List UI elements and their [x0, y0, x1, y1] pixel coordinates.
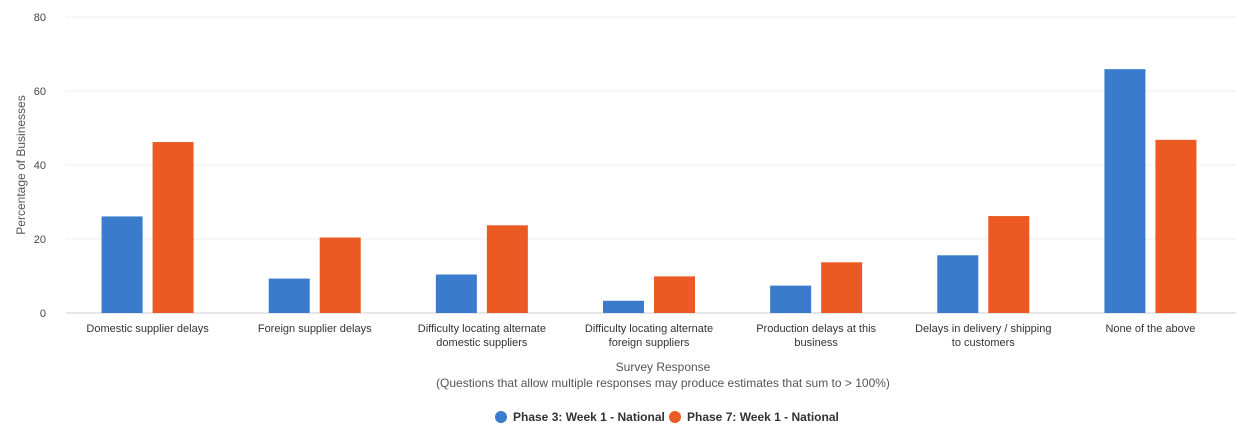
- x-category-label-line: Difficulty locating alternate: [418, 323, 546, 335]
- bar-series1-category3[interactable]: [435, 274, 477, 313]
- legend-label: Phase 7: Week 1 - National: [687, 410, 839, 424]
- bar-series1-category7[interactable]: [1104, 69, 1146, 313]
- legend-item-2[interactable]: Phase 7: Week 1 - National: [669, 410, 839, 424]
- y-tick-label: 60: [34, 86, 46, 98]
- bar-series2-category4[interactable]: [654, 276, 695, 313]
- y-tick-label: 40: [34, 160, 46, 172]
- bar-series1-category5[interactable]: [770, 285, 812, 313]
- x-category-label-line: to customers: [952, 337, 1015, 349]
- gridlines: [66, 16, 1236, 314]
- x-category-label-line: business: [794, 337, 838, 349]
- x-category-label-line: Production delays at this: [756, 323, 876, 335]
- legend: Phase 3: Week 1 - National Phase 7: Week …: [495, 410, 839, 424]
- legend-item-1[interactable]: Phase 3: Week 1 - National: [495, 410, 665, 424]
- bar-series1-category4[interactable]: [603, 300, 644, 313]
- x-category-label: Difficulty locating alternate foreign sup…: [585, 323, 713, 349]
- x-category-label: Difficulty locating alternate domestic su…: [418, 323, 546, 349]
- x-axis-categories: Domestic supplier delays Foreign supplier…: [86, 323, 1195, 349]
- bar-series2-category6[interactable]: [988, 216, 1030, 313]
- bar-series2-category1[interactable]: [152, 142, 194, 313]
- x-axis-title: Survey Response: [616, 360, 711, 374]
- bars: [101, 69, 1197, 313]
- bar-series2-category7[interactable]: [1155, 139, 1197, 313]
- x-category-label-line: Delays in delivery / shipping: [915, 323, 1051, 335]
- x-category-label: None of the above: [1105, 323, 1195, 335]
- legend-label: Phase 3: Week 1 - National: [513, 410, 665, 424]
- x-category-label-line: Domestic supplier delays: [86, 323, 209, 335]
- y-tick-label: 20: [34, 234, 46, 246]
- legend-swatch: [495, 411, 507, 423]
- y-tick-label: 80: [34, 12, 46, 24]
- bar-series2-category3[interactable]: [486, 225, 528, 313]
- x-category-label: Production delays at this business: [756, 323, 876, 349]
- x-category-label: Domestic supplier delays: [86, 323, 209, 335]
- x-category-label: Foreign supplier delays: [258, 323, 372, 335]
- legend-swatch: [669, 411, 681, 423]
- x-category-label-line: None of the above: [1105, 323, 1195, 335]
- bar-series2-category2[interactable]: [319, 237, 361, 313]
- x-category-label-line: foreign suppliers: [609, 337, 690, 349]
- x-category-label-line: Difficulty locating alternate: [585, 323, 713, 335]
- bar-series1-category1[interactable]: [101, 216, 143, 313]
- bar-series1-category6[interactable]: [937, 255, 979, 313]
- bar-series2-category5[interactable]: [821, 262, 863, 313]
- y-axis-title: Percentage of Businesses: [14, 95, 28, 234]
- x-axis-note: (Questions that allow multiple responses…: [436, 376, 890, 390]
- x-category-label-line: domestic suppliers: [436, 337, 528, 349]
- x-category-label-line: Foreign supplier delays: [258, 323, 372, 335]
- bar-series1-category2[interactable]: [268, 278, 310, 313]
- y-axis-ticks: 0 20 40 60 80: [34, 12, 46, 320]
- y-tick-label: 0: [40, 308, 46, 320]
- x-category-label: Delays in delivery / shipping to customer…: [915, 323, 1051, 349]
